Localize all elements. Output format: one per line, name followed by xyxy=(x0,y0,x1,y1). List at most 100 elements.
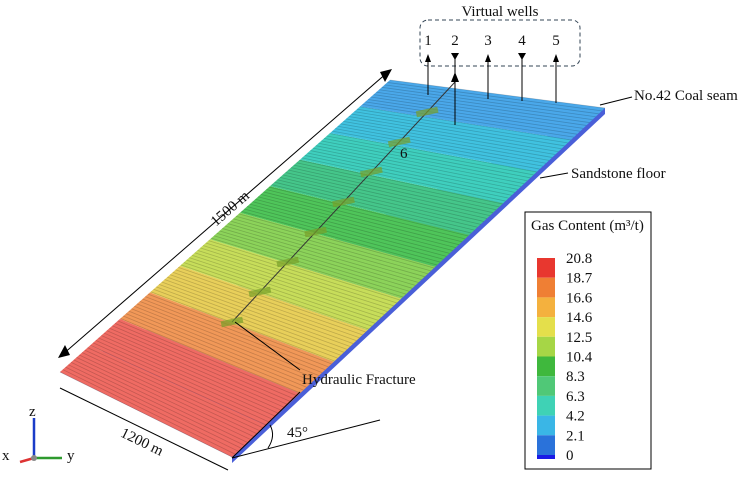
cell-line xyxy=(208,240,400,301)
cell-line xyxy=(70,361,245,446)
cell-line xyxy=(59,371,233,458)
axis-triad: z x y xyxy=(2,404,75,464)
cell-line xyxy=(180,264,369,330)
cell-line xyxy=(164,279,351,347)
cell-line xyxy=(290,167,494,214)
cell-line xyxy=(246,206,444,260)
cell-line xyxy=(172,271,360,339)
cell-line xyxy=(263,191,463,243)
cell-line xyxy=(134,305,317,379)
cell-line xyxy=(373,94,587,126)
gas-band xyxy=(300,133,538,204)
cell-line xyxy=(73,359,248,443)
arrowhead xyxy=(380,69,392,82)
legend-swatch xyxy=(537,415,555,436)
cell-line xyxy=(79,354,254,438)
leader xyxy=(234,321,301,371)
cell-line xyxy=(378,89,593,121)
cell-line xyxy=(304,155,509,199)
fracture xyxy=(332,196,355,208)
cell-line xyxy=(279,176,481,225)
fracture-label: Hydraulic Fracture xyxy=(302,372,416,388)
cell-line xyxy=(123,315,304,391)
cell-line xyxy=(150,291,335,362)
gas-band xyxy=(120,292,334,394)
legend-label: 14.6 xyxy=(566,310,593,326)
cell-line xyxy=(136,303,320,376)
fracture xyxy=(276,256,300,268)
gas-band xyxy=(90,318,300,426)
fracture xyxy=(220,316,244,328)
cell-line xyxy=(354,111,565,147)
cell-line xyxy=(310,150,515,193)
cell-line xyxy=(230,220,425,278)
cell-line xyxy=(194,252,385,315)
legend-label: 4.2 xyxy=(566,409,585,425)
legend-label: 20.8 xyxy=(566,251,592,267)
cell-line xyxy=(191,254,382,318)
gas-band xyxy=(330,106,572,172)
cell-line xyxy=(318,142,525,185)
cell-line xyxy=(387,82,602,112)
cell-line xyxy=(323,138,531,179)
cell-line xyxy=(167,276,354,344)
cell-line xyxy=(244,208,441,263)
legend-label: 2.1 xyxy=(566,428,585,444)
cell-line xyxy=(128,310,310,385)
arrowhead xyxy=(58,345,70,358)
arrowhead xyxy=(553,54,559,62)
cell-line xyxy=(200,247,391,310)
fracture xyxy=(359,166,383,178)
cell-line xyxy=(356,108,568,144)
fracture xyxy=(415,106,439,118)
arrowhead xyxy=(451,72,459,82)
cell-line xyxy=(296,162,500,208)
cell-line xyxy=(139,301,323,374)
axis-y: y xyxy=(67,448,75,464)
cell-line xyxy=(109,327,289,406)
cell-line xyxy=(142,298,326,371)
cell-line xyxy=(156,286,341,356)
angle-label: 45° xyxy=(287,425,308,441)
cell-line xyxy=(147,293,332,365)
arrowhead xyxy=(485,54,491,62)
cell-line xyxy=(351,113,562,150)
cell-line xyxy=(348,116,559,153)
legend-label: 10.4 xyxy=(566,350,593,366)
cell-line xyxy=(175,269,363,336)
angle-arc xyxy=(267,424,274,449)
cell-line xyxy=(213,235,407,295)
cell-line xyxy=(233,218,428,275)
cell-line xyxy=(271,184,472,234)
cell-line xyxy=(145,296,329,368)
cell-line xyxy=(274,181,475,231)
cell-line xyxy=(183,262,373,327)
coal-seam-label: No.42 Coal seam xyxy=(634,88,738,104)
cell-line xyxy=(81,352,258,435)
cell-line xyxy=(332,130,540,170)
cell-line xyxy=(216,232,410,292)
cell-line xyxy=(235,215,432,272)
cell-line xyxy=(299,159,503,205)
cell-line xyxy=(315,145,522,187)
well-marker xyxy=(518,53,526,60)
cell-line xyxy=(158,284,345,353)
cell-line xyxy=(334,128,543,167)
cell-line xyxy=(257,196,456,248)
cell-line xyxy=(205,242,397,304)
cell-line xyxy=(178,266,366,333)
legend-swatch xyxy=(537,258,555,278)
cell-line xyxy=(367,99,581,132)
legend-swatch xyxy=(537,317,555,337)
cell-line xyxy=(131,308,313,382)
cell-line xyxy=(95,340,273,420)
well-marker xyxy=(451,53,459,60)
cell-line xyxy=(241,211,438,266)
cell-line xyxy=(169,274,357,342)
leader xyxy=(599,96,633,106)
sandstone-label: Sandstone floor xyxy=(571,166,666,182)
cell-line xyxy=(186,259,376,324)
cell-line xyxy=(345,118,556,155)
cell-line xyxy=(362,103,574,138)
